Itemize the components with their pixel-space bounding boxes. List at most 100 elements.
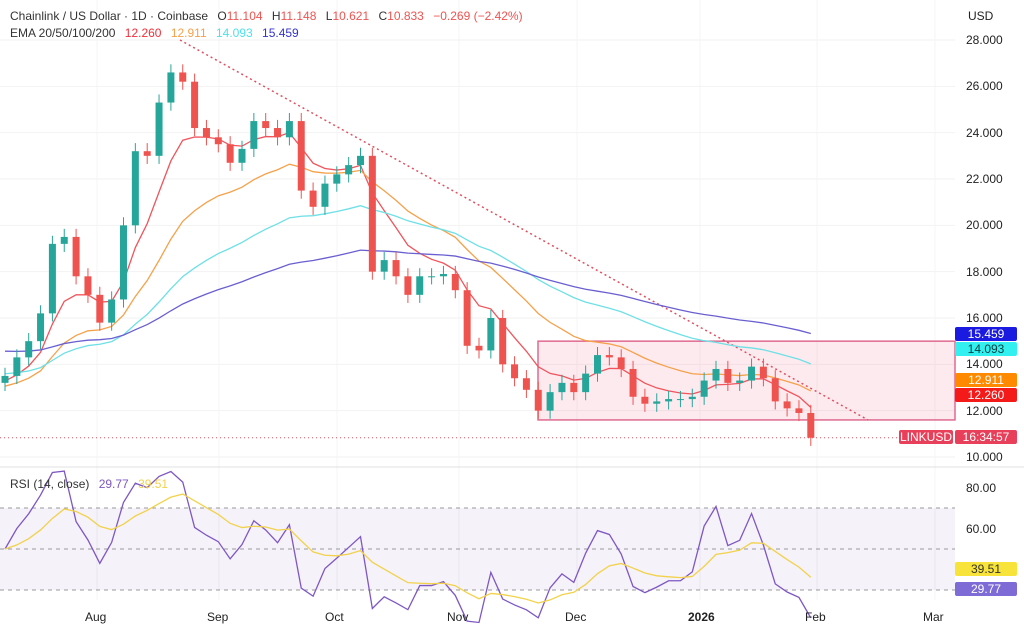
candle-body [771, 378, 779, 402]
ohlc-high: H11.148 [272, 9, 316, 23]
candle-body [404, 276, 412, 295]
time-tick-label: Oct [325, 610, 344, 624]
ema20-value: 12.260 [124, 26, 162, 40]
ema-legend: EMA 20/50/100/200 12.260 12.911 14.093 1… [10, 26, 305, 40]
candle-body [214, 137, 222, 145]
ema20-line [4, 131, 812, 408]
candle-body [48, 243, 56, 314]
price-tick-label: 24.000 [966, 125, 1003, 140]
candle-body [143, 151, 151, 156]
candle-body [285, 121, 293, 138]
candle-body [546, 392, 554, 411]
candle-body [534, 389, 542, 411]
candle-body [155, 102, 163, 156]
price-tick-label: 14.000 [966, 357, 1003, 372]
candle-body [72, 236, 80, 277]
candle-body [416, 276, 424, 295]
candle-body [439, 273, 447, 277]
candle-body [463, 290, 471, 346]
rsi-legend: RSI (14, close) 29.77 39.51 [10, 477, 174, 491]
candle-body [262, 121, 270, 129]
price-tick-label: 22.000 [966, 172, 1003, 186]
candle-body [665, 399, 673, 402]
candle-body [380, 260, 388, 272]
ema100-tag: 14.093 [955, 342, 1017, 356]
high-value: 11.148 [280, 9, 317, 23]
candle-body [120, 225, 127, 300]
candle-body [629, 368, 637, 397]
symbol-legend: Chainlink / US Dollar · 1D · Coinbase O1… [10, 9, 529, 23]
candle-body [736, 380, 744, 383]
close-value: 10.833 [387, 9, 424, 23]
rsi-ma-tag: 39.51 [955, 562, 1017, 576]
candle-body [368, 155, 376, 272]
candle-body [511, 364, 519, 379]
ema100-line [4, 205, 812, 375]
candle-body [570, 382, 578, 393]
time-tick-label: Feb [805, 610, 826, 624]
candle-body [191, 81, 199, 129]
price-tick-label: 12.000 [966, 403, 1003, 418]
candle-body [13, 357, 21, 376]
ema200-tag: 15.459 [955, 327, 1017, 341]
rsi-ma-line [4, 493, 812, 604]
price-tick-label: 18.000 [966, 264, 1003, 279]
rsi-tick-label: 60.00 [966, 521, 997, 536]
candle-body [759, 366, 767, 379]
price-tick-label: 20.000 [966, 218, 1003, 233]
time-tick-label: Sep [207, 610, 229, 624]
candle-body [748, 366, 756, 381]
countdown-tag: 16:34:57 [955, 430, 1017, 444]
candle-body [108, 299, 116, 323]
candle-body [226, 144, 234, 163]
candle-body [653, 401, 661, 404]
candle-body [700, 380, 708, 397]
time-tick-label: Aug [85, 610, 107, 624]
candle-body [807, 412, 815, 438]
candle-body [795, 408, 803, 413]
candle-body [321, 183, 329, 207]
open-value: 11.104 [226, 9, 263, 23]
candle-body [688, 396, 696, 400]
price-tick-label: 16.000 [966, 311, 1003, 325]
candle-body [96, 294, 104, 323]
time-tick-label: Nov [447, 610, 469, 624]
candle-body [522, 378, 530, 390]
candle-body [676, 399, 684, 401]
candle-body [309, 190, 317, 207]
candle-body [582, 373, 590, 393]
rsi-tick-label: 80.00 [966, 480, 997, 495]
price-tick-label: 26.000 [966, 79, 1003, 94]
candle-body [37, 313, 45, 342]
candle-body [167, 72, 175, 103]
symbol-tag: LINKUSD [899, 430, 953, 444]
ema50-value: 12.911 [170, 26, 207, 40]
candle-body [179, 72, 187, 82]
ema50-line [4, 163, 812, 392]
symbol-title: Chainlink / US Dollar · 1D · Coinbase [10, 9, 209, 23]
ema50-tag: 12.911 [955, 373, 1017, 387]
trendline [179, 39, 869, 421]
high-label: H [271, 9, 281, 23]
candle-body [297, 121, 305, 191]
candle-body [25, 341, 33, 358]
candle-body [712, 368, 720, 381]
candle-body [60, 236, 68, 244]
currency-label: USD [968, 9, 994, 23]
candle-body [357, 155, 364, 166]
rsi-line [4, 470, 812, 624]
ohlc-low: L10.621 [326, 9, 369, 23]
rsi-value: 29.77 [98, 477, 129, 491]
candle-body [617, 357, 625, 369]
candle-body [345, 165, 353, 175]
candle-body [605, 355, 613, 358]
close-label: C [378, 9, 388, 23]
candle-body [475, 345, 483, 351]
low-label: L [325, 9, 333, 23]
price-tick-label: 28.000 [966, 33, 1003, 47]
candle-body [641, 396, 649, 404]
ema-label: EMA 20/50/100/200 [10, 26, 116, 40]
candle-body [1, 375, 9, 383]
